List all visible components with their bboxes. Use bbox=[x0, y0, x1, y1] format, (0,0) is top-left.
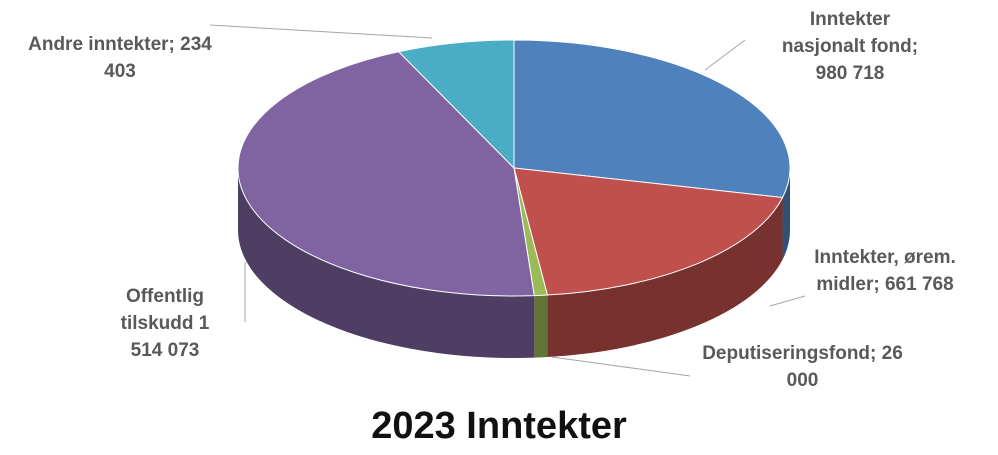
category-label: Inntekter, ørem. midler; bbox=[814, 247, 956, 295]
category-label: Deputiseringsfond; bbox=[702, 343, 877, 364]
slice-side bbox=[534, 295, 548, 358]
value-label: 661 768 bbox=[884, 274, 954, 295]
slice-side-shade bbox=[547, 197, 783, 358]
data-label: Inntekter nasjonalt fond; 980 718 bbox=[775, 6, 925, 87]
slice bbox=[397, 39, 515, 170]
slice bbox=[513, 167, 784, 296]
value-label: 26 000 bbox=[786, 343, 903, 391]
value-label: 980 718 bbox=[815, 63, 885, 84]
slice-side-shade bbox=[534, 295, 548, 358]
category-label: Offentlig tilskudd bbox=[120, 286, 205, 334]
category-label: Inntekter nasjonalt fond; bbox=[781, 9, 919, 57]
data-label: Andre inntekter; 234 403 bbox=[20, 31, 220, 85]
slice-side bbox=[782, 168, 791, 260]
slice-side-shade bbox=[238, 168, 535, 358]
data-label: Offentlig tilskudd 1 514 073 bbox=[105, 283, 225, 364]
data-label: Deputiseringsfond; 26 000 bbox=[690, 340, 915, 394]
slice bbox=[513, 39, 791, 199]
data-label: Inntekter, ørem. midler; 661 768 bbox=[790, 244, 980, 298]
leader-line bbox=[209, 24, 433, 39]
chart-title: 2023 Inntekter bbox=[371, 405, 627, 447]
leader-line bbox=[551, 356, 691, 377]
value-label: 234 403 bbox=[104, 34, 212, 82]
leader-line bbox=[769, 295, 806, 307]
leader-line bbox=[704, 39, 746, 71]
slice-side bbox=[238, 168, 535, 358]
value-label: 1 514 073 bbox=[130, 313, 210, 361]
slice bbox=[237, 51, 535, 297]
slice-side bbox=[547, 197, 783, 358]
slice-side-shade bbox=[782, 168, 791, 260]
category-label: Andre inntekter; bbox=[28, 34, 175, 55]
